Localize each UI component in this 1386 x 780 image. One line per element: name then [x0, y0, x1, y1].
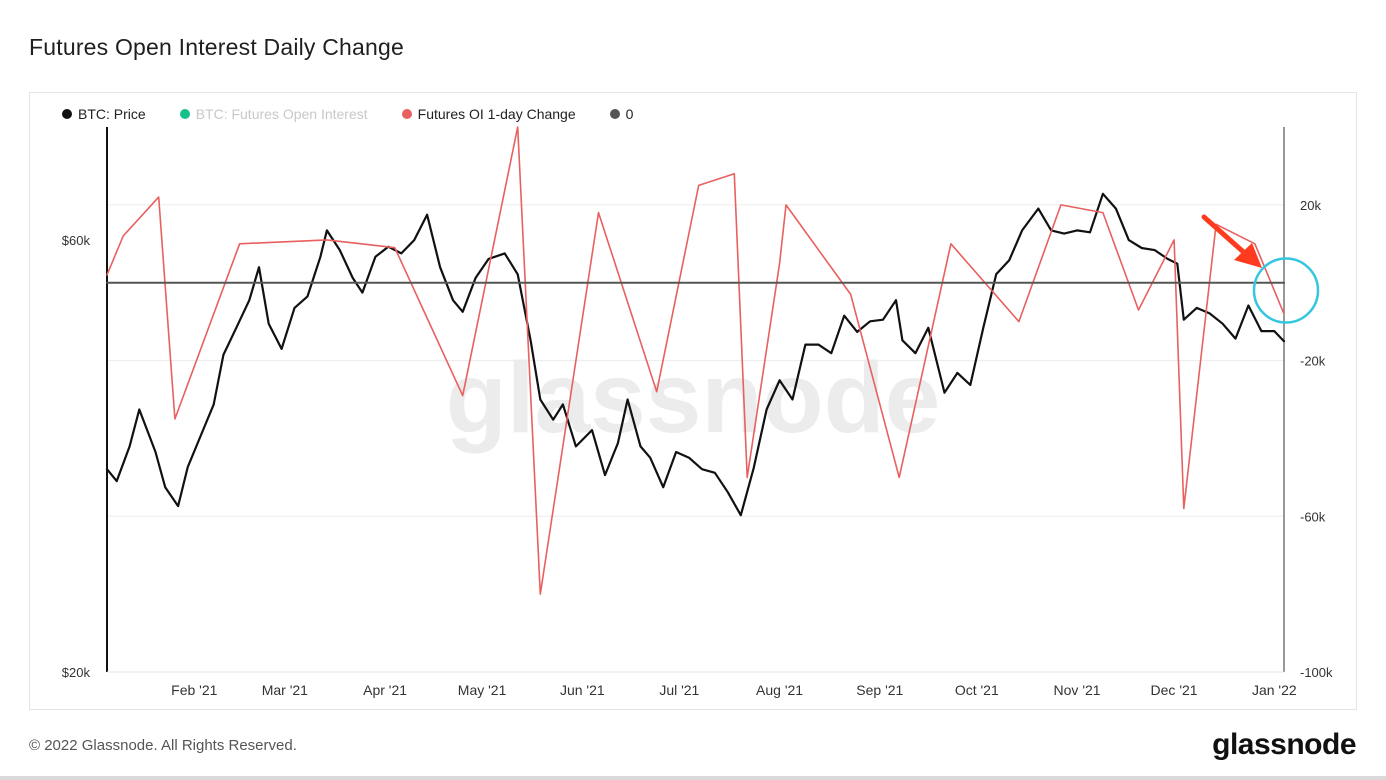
- x-tick-label: Feb '21: [171, 682, 217, 698]
- y-left-tick-label: $20k: [62, 665, 91, 680]
- y-right-tick-label: 20k: [1300, 198, 1321, 213]
- legend-label: Futures OI 1-day Change: [417, 106, 576, 122]
- legend-dot-icon: [401, 109, 412, 119]
- series-line-futures-oi-1-day-change: [106, 126, 1285, 595]
- x-tick-label: Jun '21: [560, 682, 605, 698]
- highlight-circle: [1252, 257, 1320, 324]
- y-right-tick-label: -20k: [1300, 354, 1326, 369]
- legend-label: 0: [625, 106, 634, 122]
- x-tick-label: Mar '21: [262, 682, 308, 698]
- chart-title: Futures Open Interest Daily Change: [29, 34, 404, 60]
- legend-label: BTC: Price: [78, 106, 146, 122]
- x-tick-label: Oct '21: [955, 682, 999, 698]
- legend-dot-icon: [179, 109, 190, 119]
- copyright-text: © 2022 Glassnode. All Rights Reserved.: [29, 737, 297, 754]
- legend-dot-icon: [62, 109, 72, 119]
- y-left-tick-label: $60k: [62, 233, 91, 248]
- y-right-tick-label: -60k: [1300, 509, 1326, 524]
- legend-label: BTC: Futures Open Interest: [195, 106, 368, 122]
- legend-item-zero-line[interactable]: 0: [609, 106, 634, 122]
- x-tick-label: Jan '22: [1252, 682, 1297, 698]
- chart-legend: BTC: Price BTC: Futures Open Interest Fu…: [62, 106, 667, 122]
- legend-dot-icon: [609, 109, 620, 119]
- x-tick-label: Dec '21: [1151, 682, 1198, 698]
- series-line-btc-price: [105, 192, 1286, 517]
- bottom-divider: [0, 776, 1386, 780]
- x-tick-label: Apr '21: [363, 682, 407, 698]
- legend-item-oi-1-day-change[interactable]: Futures OI 1-day Change: [401, 106, 576, 122]
- x-tick-label: Jul '21: [659, 682, 699, 698]
- y-right-tick-label: -100k: [1300, 665, 1333, 680]
- annotation-arrow-head: [1234, 243, 1262, 268]
- x-tick-label: May '21: [458, 682, 507, 698]
- legend-item-futures-open-interest[interactable]: BTC: Futures Open Interest: [179, 106, 368, 122]
- brand-logo: glassnode: [1212, 728, 1356, 761]
- legend-item-btc-price[interactable]: BTC: Price: [62, 106, 146, 122]
- annotation-arrow-shaft: [1201, 214, 1251, 259]
- x-tick-label: Sep '21: [856, 682, 903, 698]
- chart-panel: [29, 92, 1357, 710]
- x-tick-label: Aug '21: [756, 682, 803, 698]
- x-tick-label: Nov '21: [1054, 682, 1101, 698]
- watermark-text: glassnode: [446, 342, 941, 454]
